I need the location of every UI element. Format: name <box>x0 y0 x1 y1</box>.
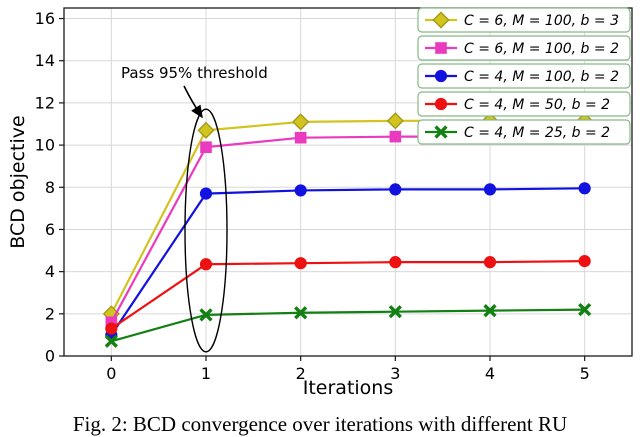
x-tick-label: 1 <box>201 364 211 383</box>
y-tick-label: 14 <box>35 51 55 70</box>
marker-diamond <box>386 112 404 130</box>
series-4 <box>104 302 592 348</box>
marker-x <box>388 305 402 319</box>
legend-item-label: C = 6, M = 100, b = 3 <box>464 13 619 29</box>
series-line <box>110 119 585 315</box>
legend-item-label: C = 4, M = 25, b = 2 <box>464 125 610 141</box>
marker-x <box>578 302 592 317</box>
marker-circle <box>483 183 497 196</box>
marker-circle <box>434 97 448 111</box>
series-line <box>110 187 585 336</box>
figure-caption: Fig. 2: BCD convergence over iterations … <box>73 412 567 436</box>
y-tick-label: 0 <box>45 347 55 366</box>
x-tick-label: 0 <box>106 364 116 383</box>
legend-item-label: C = 4, M = 50, b = 2 <box>464 97 610 113</box>
annotation-layer: Pass 95% threshold <box>121 64 268 353</box>
x-tick-label: 4 <box>485 364 495 383</box>
y-axis-label: BCD objective <box>7 115 29 248</box>
marker-circle <box>578 182 591 195</box>
y-tick-label: 10 <box>35 136 55 155</box>
marker-square <box>200 141 212 153</box>
marker-x <box>199 308 213 322</box>
marker-circle <box>294 184 307 197</box>
x-tick-label: 3 <box>390 364 400 383</box>
legend-item-label: C = 6, M = 100, b = 2 <box>464 41 619 57</box>
threshold-ellipse <box>184 108 228 353</box>
legend-item-2: C = 4, M = 100, b = 2 <box>417 63 631 89</box>
legend: C = 6, M = 100, b = 3 C = 6, M = 100, b =… <box>417 7 631 145</box>
marker-square <box>435 42 447 54</box>
x-tick-label: 5 <box>580 364 590 383</box>
legend-item-4: C = 4, M = 25, b = 2 <box>417 119 631 145</box>
y-tick-label: 6 <box>45 220 55 239</box>
legend-item-3: C = 4, M = 50, b = 2 <box>417 91 631 117</box>
marker-circle <box>389 183 402 196</box>
y-tick-label: 2 <box>45 304 55 323</box>
marker-x <box>294 306 308 320</box>
marker-x <box>104 334 118 348</box>
marker-circle <box>105 322 118 335</box>
marker-circle <box>199 258 213 271</box>
plot-border <box>63 7 633 357</box>
annotation-arrow <box>183 85 203 119</box>
legend-item-0: C = 6, M = 100, b = 3 <box>417 7 631 33</box>
marker-circle <box>483 256 497 269</box>
marker-circle <box>578 254 591 268</box>
y-tick-label: 4 <box>45 262 55 281</box>
series-line <box>111 308 585 343</box>
annotation-text: Pass 95% threshold <box>121 64 268 82</box>
legend-item-frame <box>417 91 631 117</box>
series-line <box>110 259 585 330</box>
legend-item-frame <box>417 119 631 145</box>
marker-circle <box>294 257 307 270</box>
y-tick-label: 16 <box>35 9 55 28</box>
legend-item-frame <box>417 63 631 89</box>
x-axis-label: Iterations <box>303 377 394 399</box>
marker-diamond <box>432 11 450 29</box>
marker-circle <box>199 187 213 200</box>
marker-circle <box>434 69 448 83</box>
marker-x <box>483 304 497 318</box>
marker-circle <box>389 256 402 269</box>
series-3 <box>105 254 591 335</box>
legend-item-1: C = 6, M = 100, b = 2 <box>417 35 631 61</box>
x-tick-label: 2 <box>296 364 306 383</box>
grid-lines <box>64 8 632 357</box>
marker-diamond <box>292 113 310 131</box>
legend-item-frame <box>417 35 631 61</box>
legend-item-label: C = 4, M = 100, b = 2 <box>464 69 619 85</box>
marker-square <box>294 131 307 144</box>
marker-square <box>389 130 402 143</box>
marker-diamond <box>197 121 215 139</box>
y-tick-label: 8 <box>45 178 55 197</box>
legend-item-frame <box>417 7 631 33</box>
marker-x <box>434 125 448 139</box>
y-tick-label: 12 <box>35 93 55 112</box>
